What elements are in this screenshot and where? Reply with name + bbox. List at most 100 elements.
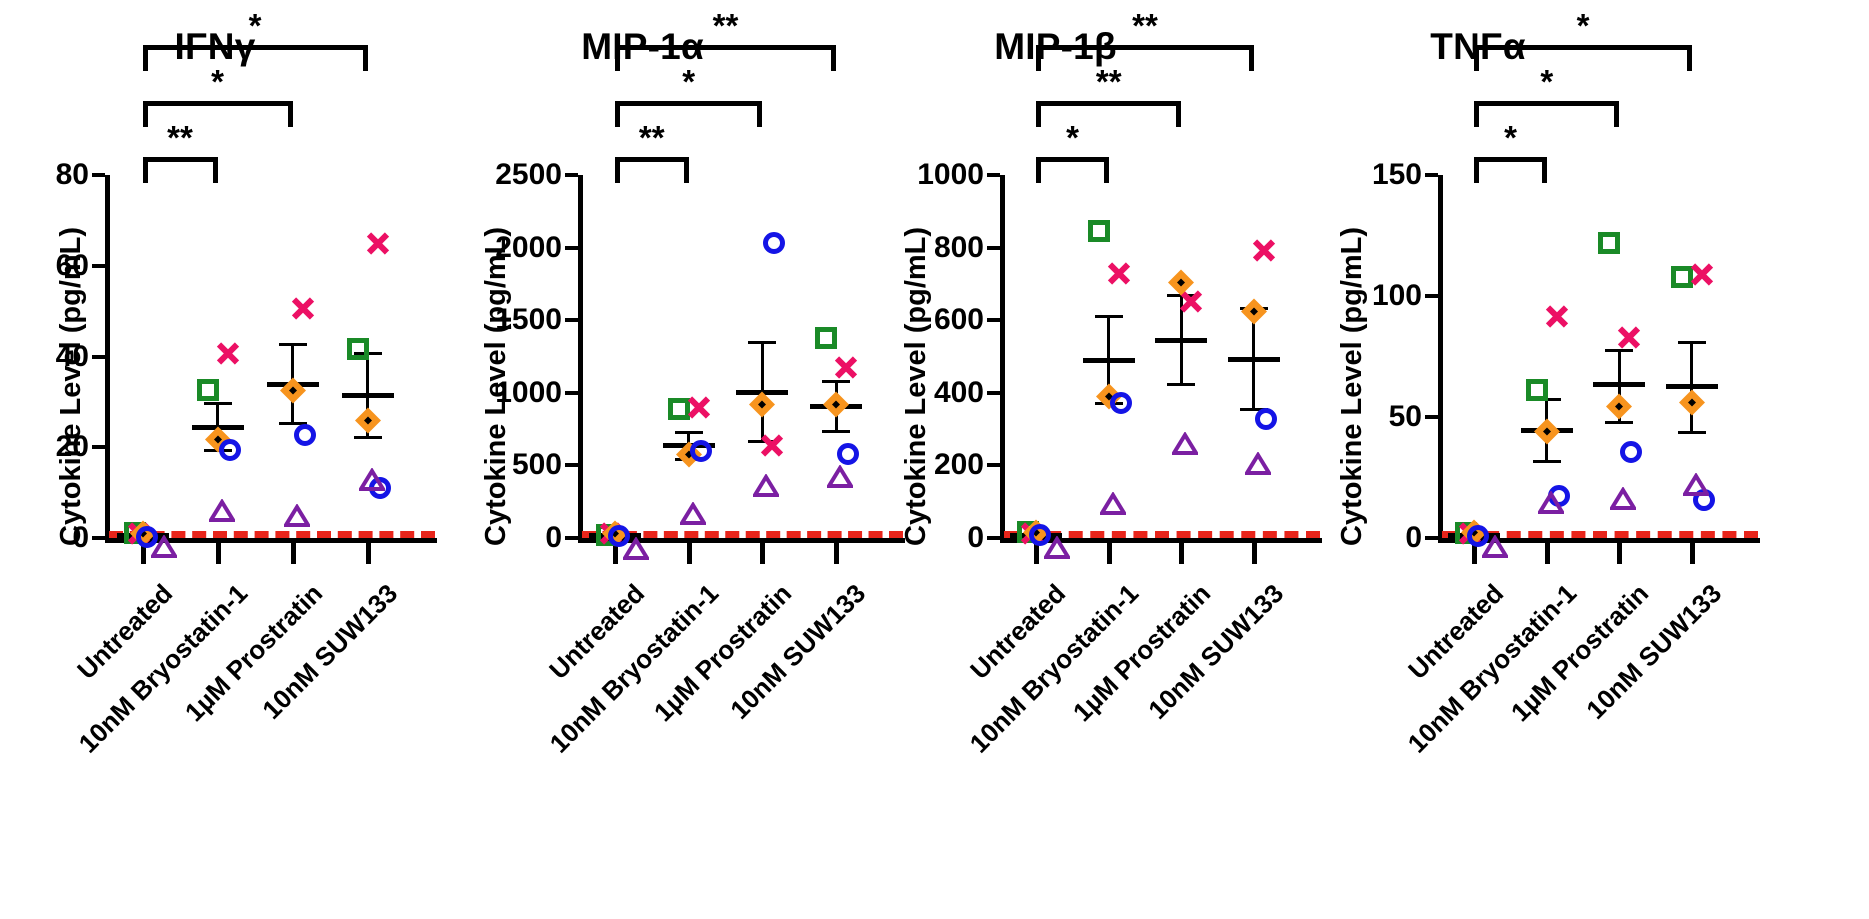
data-point-circle	[1620, 441, 1643, 464]
panel-MIP-1: MIP-1α Cytokine Level (pg/mL) 0 500 1000 1500…	[430, 0, 905, 919]
data-point-x	[759, 432, 785, 463]
x-tick	[1179, 542, 1185, 564]
error-bar-cap-top	[1094, 315, 1123, 319]
y-tick	[565, 245, 578, 250]
x-tick	[365, 542, 371, 564]
y-tick-label: 1000	[917, 158, 984, 191]
y-tick-label: 1500	[495, 303, 562, 337]
x-axis-line	[1438, 538, 1760, 543]
significance-bracket: **	[1036, 9, 1254, 75]
y-tick-label: 150	[1371, 158, 1422, 191]
y-axis-line	[578, 175, 583, 542]
data-point-circle	[1029, 524, 1052, 547]
significance-label: *	[248, 7, 262, 44]
mean-line	[1665, 384, 1718, 390]
bracket-right-tick	[212, 157, 218, 183]
data-point-circle	[293, 423, 316, 446]
x-tick	[1544, 542, 1550, 564]
y-tick-label: 600	[933, 303, 984, 337]
significance-label: **	[1095, 63, 1122, 100]
x-axis-line	[578, 538, 905, 543]
data-point-diamond	[1166, 267, 1196, 302]
data-point-circle	[218, 439, 241, 462]
y-axis-line	[1438, 175, 1443, 542]
y-tick	[565, 536, 578, 540]
bracket-top-line	[614, 101, 763, 106]
data-point-diamond	[1677, 387, 1707, 422]
error-bar-cap-top	[1605, 349, 1634, 353]
data-point-x	[1106, 260, 1132, 291]
bracket-left-tick	[142, 157, 148, 183]
bracket-left-tick	[1474, 157, 1480, 183]
y-tick-label: 80	[55, 158, 89, 191]
bracket-left-tick	[142, 101, 148, 127]
error-bar-cap-bottom	[1532, 459, 1561, 463]
bracket-left-tick	[614, 157, 620, 183]
x-tick	[1034, 542, 1040, 564]
y-tick	[1425, 415, 1438, 419]
error-bar-cap-top	[203, 401, 232, 405]
y-tick	[565, 390, 578, 395]
bracket-left-tick	[1036, 45, 1042, 71]
data-point-diamond	[821, 390, 851, 425]
error-bar-cap-top	[1677, 340, 1706, 344]
significance-bracket: *	[1474, 9, 1692, 75]
data-point-circle	[837, 442, 860, 465]
data-point-diamond	[1239, 296, 1269, 331]
error-bar-cap-bottom	[278, 421, 307, 425]
data-point-x	[686, 395, 712, 426]
y-tick-label: 100	[1371, 279, 1422, 312]
y-tick	[1425, 294, 1438, 298]
significance-bracket: **	[142, 121, 218, 187]
bracket-left-tick	[1474, 45, 1480, 71]
error-bar-cap-bottom	[1167, 383, 1196, 387]
y-tick	[987, 536, 1000, 540]
data-point-x	[1616, 324, 1642, 355]
y-tick	[987, 245, 1000, 250]
error-bar-cap-top	[822, 380, 851, 384]
x-tick	[686, 542, 692, 564]
data-point-square	[1087, 220, 1110, 243]
y-tick	[987, 318, 1000, 323]
data-point-diamond	[1532, 416, 1562, 451]
error-bar-cap-bottom	[1605, 421, 1634, 425]
x-tick	[215, 542, 221, 564]
data-point-diamond	[1604, 391, 1634, 426]
error-bar-cap-top	[278, 342, 307, 346]
data-point-x	[833, 354, 859, 385]
y-axis-line	[1000, 175, 1005, 542]
error-bar-cap-top	[748, 341, 777, 345]
plot-area: 0 50 100 150 Untreated 10nM Bryostatin-1 1µM P…	[1372, 9, 1760, 759]
baseline-dashed-line	[109, 531, 435, 538]
data-point-circle	[607, 524, 630, 547]
data-point-x	[365, 231, 391, 262]
data-point-diamond	[747, 389, 777, 424]
mean-line	[1082, 357, 1135, 363]
x-tick	[1106, 542, 1112, 564]
bracket-top-line	[1036, 45, 1254, 50]
y-tick	[92, 536, 105, 540]
significance-label: **	[638, 119, 665, 156]
x-tick	[834, 542, 840, 564]
y-tick	[92, 173, 105, 177]
error-bar-cap-bottom	[748, 439, 777, 443]
significance-bracket: *	[142, 65, 293, 131]
significance-label: *	[1066, 119, 1079, 156]
baseline-dashed-line	[1442, 531, 1758, 538]
bracket-left-tick	[1474, 101, 1480, 127]
y-tick-label: 0	[545, 521, 562, 554]
y-tick-label: 400	[933, 375, 984, 409]
plot-area: 0 200 400 600 800 1000 Untreated 10nM Bryostati…	[917, 9, 1322, 759]
significance-label: *	[1540, 63, 1554, 100]
panel-MIP-1: MIP-1β Cytokine Level (pg/mL) 0 200 400 600 80…	[848, 0, 1322, 919]
significance-label: *	[1576, 7, 1590, 44]
y-tick	[1425, 536, 1438, 540]
bracket-left-tick	[142, 45, 148, 71]
baseline-dashed-line	[1004, 531, 1320, 538]
bracket-left-tick	[614, 101, 620, 127]
bracket-top-line	[1474, 101, 1620, 106]
panel-TNF: TNFαCytokine Level (pg/mL)050100150Untre…	[1258, 0, 1760, 919]
x-axis-line	[105, 538, 437, 543]
y-tick-label: 20	[55, 430, 89, 464]
y-tick-label: 200	[933, 448, 984, 482]
